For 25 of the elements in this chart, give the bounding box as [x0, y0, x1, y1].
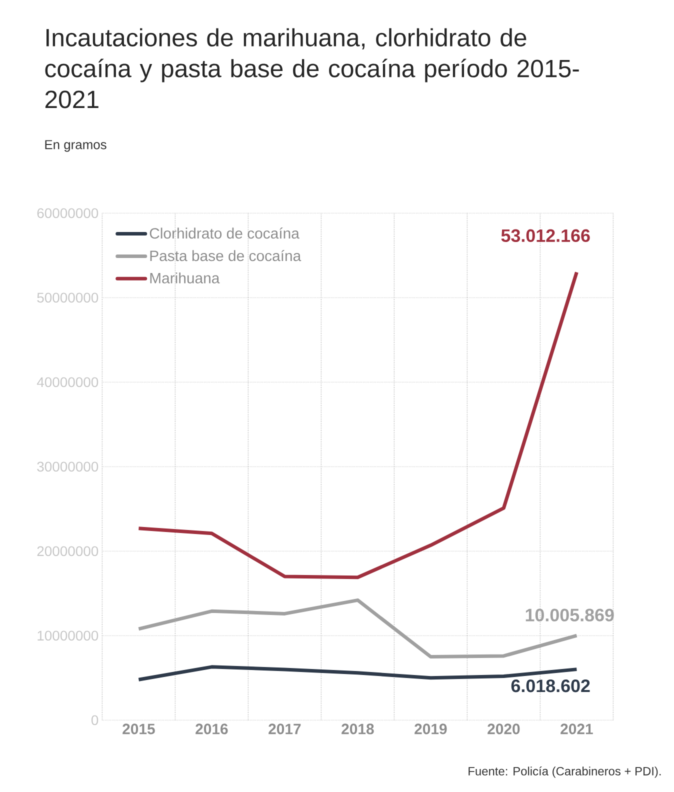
- legend-label: Marihuana: [150, 272, 220, 284]
- y-tick-label: 40000000: [36, 377, 98, 388]
- chart-subtitle: En gramos: [45, 140, 106, 152]
- x-tick-label: 2021: [560, 724, 593, 734]
- x-tick-label: 2018: [342, 724, 374, 734]
- y-tick-label: 30000000: [37, 462, 98, 472]
- line-series: [136, 270, 578, 580]
- legend-label: Clorhidrato de cocaína: [150, 228, 300, 239]
- x-tick-label: 2015: [122, 724, 155, 734]
- x-tick-label: 2020: [488, 724, 520, 734]
- y-tick-label: 50000000: [37, 292, 98, 303]
- data-label: 10.005.869: [526, 608, 614, 622]
- x-tick-label: 2017: [268, 724, 301, 734]
- x-tick-label: 2016: [196, 724, 228, 734]
- data-label: 53.012.166: [501, 229, 590, 242]
- y-tick-label: 0: [91, 715, 98, 726]
- y-tick-label: 20000000: [37, 546, 98, 556]
- data-label: 6.018.602: [511, 680, 590, 692]
- y-tick-label: 60000000: [37, 208, 98, 218]
- chart-title: Incautaciones de marihuana, clorhidrato de cocaína y pasta base de cocaína período 2015-2021: [45, 28, 579, 108]
- x-tick-label: 2019: [414, 724, 447, 734]
- source-note: Fuente: Policía (Carabineros + PDI).: [468, 766, 661, 778]
- line-series: [136, 665, 578, 682]
- y-tick-label: 10000000: [38, 630, 98, 641]
- legend-label: Pasta base de cocaína: [150, 250, 302, 262]
